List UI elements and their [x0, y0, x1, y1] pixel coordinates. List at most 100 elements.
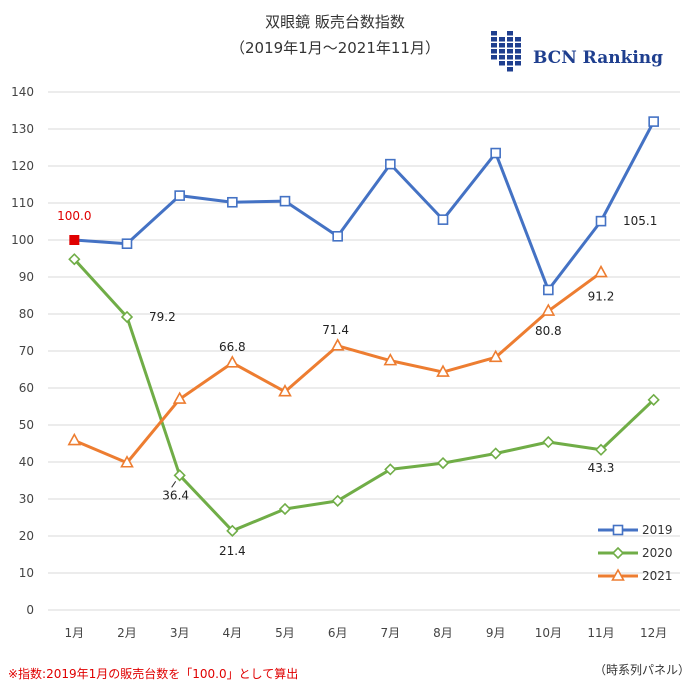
x-tick-label: 9月 — [486, 626, 506, 640]
data-point-diamond — [226, 524, 239, 537]
data-point-triangle — [488, 349, 503, 363]
data-label: 43.3 — [588, 461, 615, 475]
x-tick-label: 3月 — [170, 626, 190, 640]
y-tick-label: 70 — [19, 344, 34, 358]
bcn-logo-mark — [491, 31, 521, 72]
logo-block — [491, 49, 497, 54]
legend: 2019 2020 2021 — [598, 523, 673, 583]
logo-block — [515, 55, 521, 60]
data-point-diamond — [278, 502, 292, 516]
logo-block — [515, 61, 521, 66]
data-point-triangle — [541, 303, 556, 316]
data-point-diamond — [489, 447, 502, 460]
x-tick-label: 11月 — [587, 626, 614, 640]
y-tick-label: 40 — [19, 455, 34, 469]
bcn-ranking-logo: BCN Ranking — [491, 31, 663, 72]
data-point-square — [490, 147, 501, 159]
base-point-label: 100.0 — [57, 209, 91, 223]
y-tick-label: 120 — [11, 159, 34, 173]
y-tick-label: 50 — [19, 418, 34, 432]
data-point-diamond — [331, 494, 344, 507]
base-point-marker — [69, 235, 80, 245]
x-tick-label: 7月 — [381, 626, 401, 640]
series-line-2020 — [73, 258, 655, 533]
data-point-square — [174, 190, 185, 201]
logo-block — [507, 49, 513, 54]
data-point-triangle — [436, 364, 450, 377]
data-labels: 79.2 36.4 21.4 43.3 66.8 71.4 80.8 91.2 105.1 100… — [57, 209, 657, 558]
data-point-triangle — [225, 355, 240, 368]
data-point-square — [595, 215, 607, 227]
x-axis: 1月 2月 3月 4月 5月 6月 7月 8月 9月 10月 11月 12月 — [65, 626, 668, 640]
logo-text: BCN Ranking — [533, 48, 663, 68]
data-point-square — [332, 231, 343, 242]
y-tick-label: 30 — [19, 492, 34, 506]
logo-block — [499, 49, 505, 54]
data-label: 66.8 — [219, 340, 246, 354]
data-point-diamond — [542, 435, 555, 449]
x-tick-label: 6月 — [328, 626, 348, 640]
series-line-2021 — [73, 271, 602, 465]
data-point-square — [121, 238, 133, 249]
data-label: 105.1 — [623, 214, 657, 228]
logo-block — [507, 67, 513, 72]
data-point-diamond — [384, 463, 397, 476]
data-point-square — [279, 195, 291, 207]
data-point-square — [543, 284, 554, 296]
data-label: 91.2 — [588, 290, 615, 304]
logo-block — [507, 37, 513, 42]
data-point-triangle — [120, 455, 134, 468]
data-point-square — [227, 196, 238, 208]
logo-block — [515, 49, 521, 54]
y-tick-label: 80 — [19, 307, 34, 321]
logo-block — [491, 31, 497, 36]
logo-block — [491, 43, 497, 48]
y-tick-label: 0 — [26, 603, 34, 617]
data-point-triangle — [278, 384, 292, 397]
data-point-triangle — [172, 391, 187, 404]
logo-block — [499, 43, 505, 48]
data-point-diamond — [120, 310, 134, 324]
data-point-triangle — [67, 432, 82, 446]
label-leader-line — [171, 481, 177, 488]
footnote-right: （時系列パネル） — [594, 663, 690, 677]
data-label: 36.4 — [162, 488, 189, 502]
logo-block — [507, 55, 513, 60]
footnote-left: ※指数:2019年1月の販売台数を「100.0」として算出 — [8, 666, 298, 681]
data-point-triangle — [611, 568, 625, 581]
x-tick-label: 8月 — [433, 626, 453, 640]
logo-block — [515, 43, 521, 48]
data-point-triangle — [383, 352, 398, 366]
y-tick-label: 100 — [11, 233, 34, 247]
y-tick-label: 10 — [19, 566, 34, 580]
data-point-square — [385, 158, 396, 170]
logo-block — [491, 37, 497, 42]
y-tick-label: 60 — [19, 381, 34, 395]
logo-block — [507, 43, 513, 48]
y-tick-label: 130 — [11, 122, 34, 136]
x-tick-label: 10月 — [535, 626, 562, 640]
x-tick-label: 1月 — [65, 626, 85, 640]
x-tick-label: 2月 — [117, 626, 137, 640]
x-tick-label: 4月 — [223, 626, 243, 640]
legend-label-2019: 2019 — [642, 523, 673, 537]
y-tick-label: 140 — [11, 85, 34, 99]
data-point-square — [648, 116, 659, 127]
legend-label-2020: 2020 — [642, 546, 673, 560]
logo-block — [499, 55, 505, 60]
data-point-diamond — [647, 393, 660, 406]
y-tick-label: 90 — [19, 270, 34, 284]
logo-block — [491, 55, 497, 60]
logo-block — [507, 61, 513, 66]
logo-block — [515, 37, 521, 42]
series-line-2019 — [74, 120, 655, 292]
data-label: 71.4 — [322, 323, 349, 337]
data-point-triangle — [594, 264, 608, 278]
data-point-triangle — [330, 338, 345, 351]
chart-subtitle: （2019年1月〜2021年11月） — [230, 39, 440, 57]
data-label: 21.4 — [219, 544, 246, 558]
data-label: 79.2 — [149, 310, 176, 324]
data-point-square — [612, 524, 624, 536]
data-point-diamond — [594, 443, 608, 456]
